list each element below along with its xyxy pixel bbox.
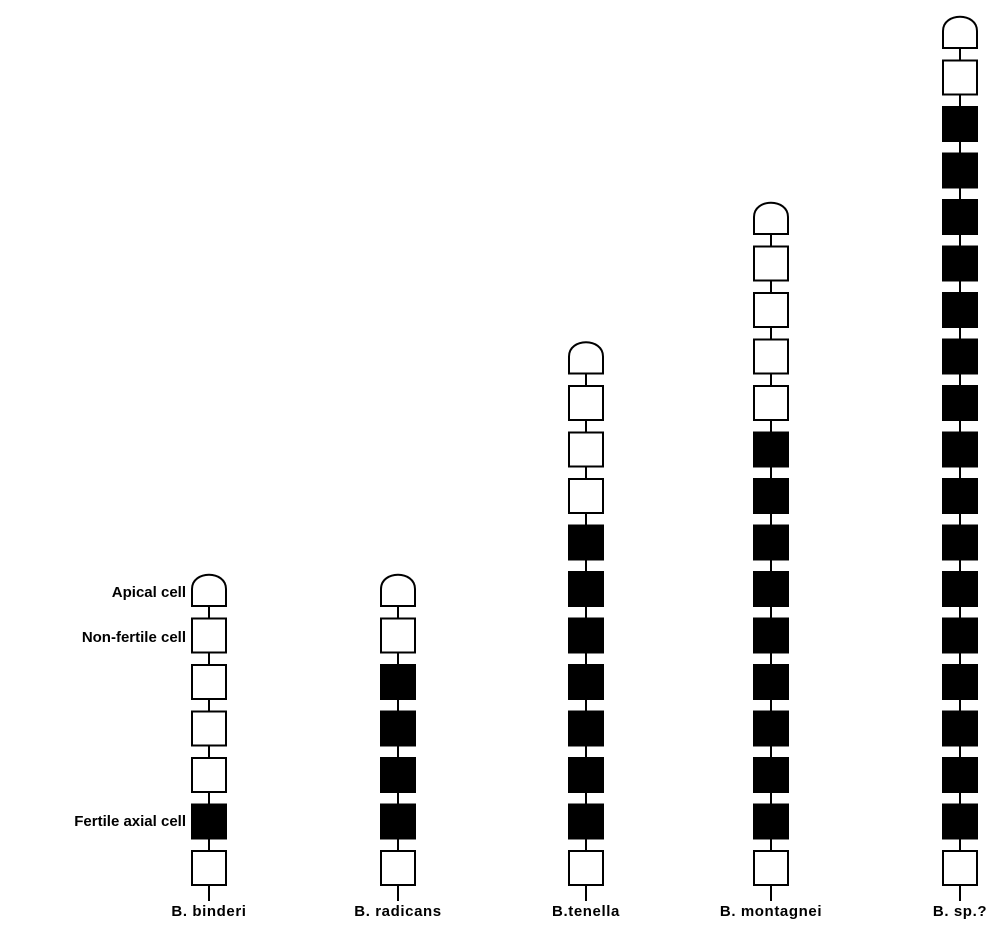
fertile-axial-cell bbox=[753, 524, 789, 561]
fertile-axial-cell bbox=[753, 757, 789, 793]
fertile-axial-cell bbox=[942, 571, 978, 607]
fertile-axial-cell bbox=[753, 664, 789, 700]
fertile-axial-cell bbox=[942, 338, 978, 375]
non-fertile-cell bbox=[753, 385, 789, 421]
fertile-axial-cell bbox=[942, 617, 978, 654]
legend: Apical cell Non-fertile cell Fertile axi… bbox=[74, 584, 186, 830]
fertile-axial-cell bbox=[942, 152, 978, 189]
non-fertile-cell bbox=[942, 59, 978, 96]
fertile-axial-cell bbox=[568, 524, 604, 561]
filament-b-radicans: B. radicans bbox=[354, 573, 441, 920]
fertile-axial-cell bbox=[942, 106, 978, 142]
fertile-axial-cell bbox=[568, 803, 604, 840]
fertile-axial-cell bbox=[942, 292, 978, 328]
fertile-axial-cell bbox=[753, 710, 789, 747]
fertile-axial-cell bbox=[942, 757, 978, 793]
non-fertile-cell bbox=[568, 478, 604, 514]
non-fertile-cell bbox=[380, 617, 416, 654]
filament-b-tenella: B.tenella bbox=[552, 341, 620, 920]
non-fertile-cell bbox=[753, 245, 789, 282]
taxon-label: B. sp.? bbox=[933, 903, 987, 920]
fertile-axial-cell bbox=[753, 571, 789, 607]
non-fertile-cell bbox=[191, 710, 227, 747]
fertile-axial-cell bbox=[380, 803, 416, 840]
taxon-label: B.tenella bbox=[552, 903, 620, 920]
filaments: B. binderi B. radicans B.tenella B. montagn… bbox=[171, 15, 987, 920]
non-fertile-cell bbox=[568, 850, 604, 886]
apical-cell bbox=[380, 573, 416, 607]
fertile-axial-cell bbox=[942, 524, 978, 561]
non-fertile-cell bbox=[753, 338, 789, 375]
non-fertile-cell bbox=[942, 850, 978, 886]
fertile-axial-cell bbox=[380, 710, 416, 747]
fertile-axial-cell bbox=[753, 617, 789, 654]
fertile-axial-cell bbox=[753, 431, 789, 468]
apical-cell bbox=[191, 573, 227, 607]
non-fertile-cell bbox=[191, 850, 227, 886]
legend-label-fertile-axial-cell: Fertile axial cell bbox=[74, 813, 186, 830]
fertile-axial-cell bbox=[942, 199, 978, 235]
legend-label-non-fertile-cell: Non-fertile cell bbox=[82, 629, 186, 646]
taxon-label: B. montagnei bbox=[720, 903, 822, 920]
filament-b-binderi: B. binderi bbox=[171, 573, 246, 920]
fertile-axial-cell bbox=[568, 571, 604, 607]
non-fertile-cell bbox=[753, 850, 789, 886]
fertile-axial-cell bbox=[942, 245, 978, 282]
fertile-axial-cell bbox=[380, 757, 416, 793]
filament-b-montagnei: B. montagnei bbox=[720, 201, 822, 920]
non-fertile-cell bbox=[191, 757, 227, 793]
non-fertile-cell bbox=[568, 385, 604, 421]
fertile-axial-cell bbox=[942, 803, 978, 840]
taxon-label: B. radicans bbox=[354, 903, 441, 920]
apical-cell bbox=[753, 201, 789, 235]
apical-cell bbox=[568, 341, 604, 375]
fertile-axial-cell bbox=[568, 664, 604, 700]
non-fertile-cell bbox=[753, 292, 789, 328]
fertile-axial-cell bbox=[380, 664, 416, 700]
fertile-axial-cell bbox=[942, 385, 978, 421]
legend-label-apical-cell: Apical cell bbox=[112, 584, 186, 601]
non-fertile-cell bbox=[380, 850, 416, 886]
fertile-axial-cell bbox=[753, 478, 789, 514]
filament-b-sp: B. sp.? bbox=[933, 15, 987, 920]
fertile-axial-cell bbox=[942, 431, 978, 468]
fertile-axial-cell bbox=[753, 803, 789, 840]
apical-cell bbox=[942, 15, 978, 49]
non-fertile-cell bbox=[568, 431, 604, 468]
fertile-axial-cell bbox=[942, 478, 978, 514]
fertile-axial-cell bbox=[568, 710, 604, 747]
fertile-axial-cell bbox=[568, 757, 604, 793]
fertile-axial-cell bbox=[942, 710, 978, 747]
fertile-axial-cell bbox=[568, 617, 604, 654]
non-fertile-cell bbox=[191, 617, 227, 654]
fertile-axial-cell bbox=[942, 664, 978, 700]
fertile-axial-cell bbox=[191, 803, 227, 840]
taxon-label: B. binderi bbox=[171, 903, 246, 920]
non-fertile-cell bbox=[191, 664, 227, 700]
